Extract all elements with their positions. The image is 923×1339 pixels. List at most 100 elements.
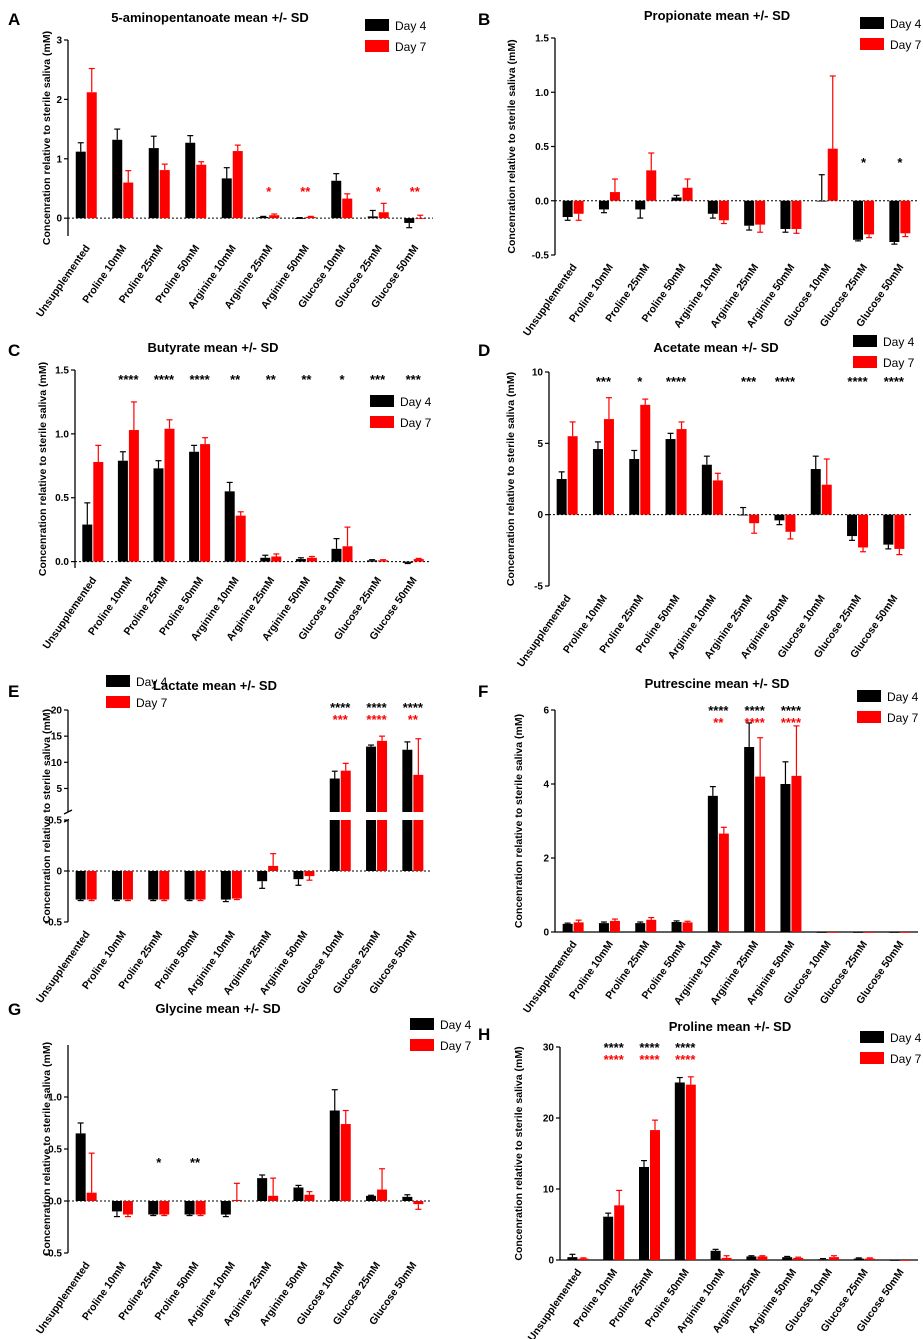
y-tick-label: 10 [51, 758, 63, 769]
bar-day4-2 [148, 148, 159, 219]
bar-day7-9 [894, 514, 905, 549]
significance-marker: * [637, 374, 643, 389]
significance-marker: **** [639, 1040, 660, 1055]
chart-panel-c: C Butyrate mean +/- SD Concenration relati… [8, 340, 432, 652]
bar-day7-8 [864, 1258, 875, 1260]
chart-panel-f: F Putrescine mean +/- SD Concenration rela… [478, 676, 919, 1016]
significance-marker: * [897, 155, 903, 170]
bar-day7-2 [159, 871, 170, 900]
significance-marker: **** [847, 374, 868, 389]
bar-day4-9 [402, 749, 413, 871]
y-tick-label: 10 [532, 368, 544, 379]
significance-marker: **** [708, 703, 729, 718]
bar-day4-3 [184, 871, 195, 900]
y-tick-label: 1.0 [48, 1093, 62, 1104]
significance-marker: ** [190, 1155, 201, 1170]
bar-day4-9 [402, 561, 413, 563]
panel-label: H [478, 1025, 490, 1044]
significance-marker: *** [406, 372, 422, 387]
legend-label: Day 7 [400, 416, 432, 430]
bar-day4-0 [75, 871, 86, 900]
legend-label: Day 7 [887, 711, 919, 725]
significance-marker: **** [745, 715, 766, 730]
legend-swatch-5 [857, 711, 881, 723]
bar-day7-7 [340, 770, 351, 871]
bar-day7-3 [685, 1084, 696, 1260]
significance-marker: **** [639, 1052, 660, 1067]
significance-marker: **** [154, 372, 175, 387]
x-tick-label: Unsupplemented [34, 929, 93, 1006]
axis-break-gap [69, 812, 432, 820]
bar-day7-2 [159, 170, 170, 219]
x-tick-label: Unsupplemented [515, 593, 574, 670]
y-axis-label: Concenration relative to sterile saliva … [41, 31, 53, 245]
bar-day7-8 [378, 560, 389, 562]
bar-day4-4 [701, 464, 712, 515]
bar-day4-8 [366, 1195, 377, 1201]
bar-day7-9 [413, 559, 424, 562]
bar-day7-4 [231, 871, 242, 899]
panel-label: B [478, 10, 490, 29]
y-tick-label: 0 [56, 214, 62, 225]
bar-day7-4 [235, 515, 246, 562]
bar-day7-6 [305, 216, 316, 219]
bar-day7-1 [122, 1201, 133, 1215]
bar-day7-7 [829, 1257, 839, 1260]
significance-marker: * [339, 372, 345, 387]
legend-swatch-4 [860, 1031, 884, 1043]
y-tick-label: 20 [543, 1114, 555, 1125]
bar-day4-5 [258, 216, 269, 219]
legend-swatch-4 [860, 17, 884, 29]
bar-day7-0 [86, 1192, 97, 1201]
bar-day4-6 [780, 200, 791, 229]
bar-day7-3 [682, 922, 693, 932]
chart-title: Acetate mean +/- SD [653, 340, 778, 355]
bar-day7-1 [603, 419, 614, 515]
bar-day4-4 [707, 200, 718, 214]
bar-day4-8 [367, 216, 378, 219]
bar-day7-4 [718, 200, 729, 221]
x-tick-label: Unsupplemented [526, 1267, 585, 1339]
bar-day4-7 [818, 1259, 828, 1261]
significance-marker: * [861, 155, 867, 170]
legend-label: Day 4 [440, 1018, 472, 1032]
chart-title: Proline mean +/- SD [669, 1019, 791, 1034]
bar-day7-8 [377, 740, 388, 871]
legend-swatch-5 [410, 1039, 434, 1051]
bar-day4-6 [780, 784, 791, 932]
bar-day7-1 [122, 871, 133, 900]
chart-panel-d: D Acetate mean +/- SD Concenration relativ… [478, 335, 915, 670]
chart-title: Putrescine mean +/- SD [645, 676, 790, 691]
bar-day7-7 [340, 1124, 351, 1201]
bar-day4-0 [75, 151, 86, 219]
y-tick-label: 5 [537, 439, 543, 450]
legend-swatch-5 [853, 356, 877, 368]
legend-label: Day 4 [883, 335, 915, 349]
bar-day7-7 [821, 484, 832, 515]
bar-day4-8 [853, 932, 864, 933]
significance-marker: **** [666, 374, 687, 389]
bar-day7-9 [900, 932, 911, 933]
y-tick-label: 10 [543, 1185, 555, 1196]
legend-swatch-4 [370, 395, 394, 407]
bar-day7-7 [827, 148, 838, 201]
bar-day4-2 [635, 923, 646, 932]
bar-day7-1 [123, 182, 134, 219]
legend-swatch-5 [365, 40, 389, 52]
y-axis-label: Concenration relative to sterile saliva … [505, 372, 517, 586]
bar-day7-4 [718, 833, 729, 932]
bar-day7-2 [640, 404, 651, 515]
bar-day4-4 [707, 795, 718, 932]
y-tick-label: 1.0 [55, 429, 69, 440]
y-tick-label: 0 [548, 1256, 554, 1267]
y-tick-label: 30 [543, 1043, 555, 1054]
legend-swatch-5 [106, 696, 130, 708]
bar-day4-3 [674, 1082, 685, 1260]
significance-marker: * [376, 184, 382, 199]
y-tick-label: 0 [56, 867, 62, 878]
x-tick-label: Unsupplemented [34, 243, 93, 320]
y-axis-label: Concenration relative to sterile saliva … [41, 1042, 53, 1256]
legend-swatch-4 [410, 1018, 434, 1030]
bar-day7-1 [128, 430, 139, 562]
